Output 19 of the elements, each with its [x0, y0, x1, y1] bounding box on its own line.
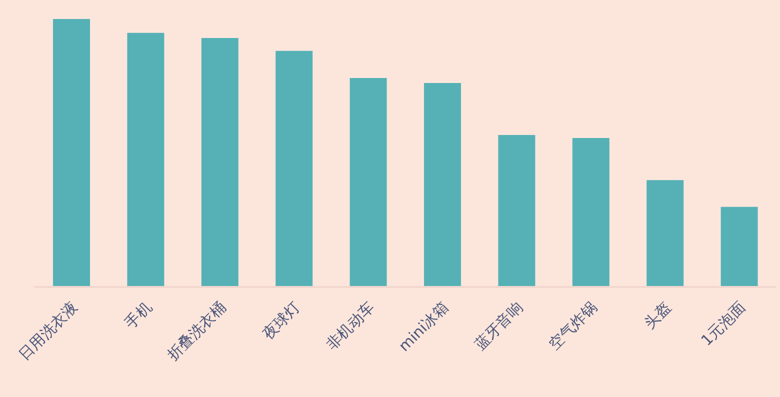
bar — [53, 19, 90, 287]
x-tick-label: 手机 — [121, 298, 156, 332]
x-tick-label: 1元泡面 — [698, 298, 749, 350]
bar — [127, 32, 164, 287]
bar — [350, 78, 387, 287]
bar — [720, 206, 758, 287]
bar — [424, 83, 461, 287]
bar — [646, 180, 684, 287]
x-tick-label: 头盔 — [640, 298, 675, 332]
bar — [201, 38, 238, 287]
bar — [498, 135, 536, 287]
bar — [572, 138, 610, 287]
bar — [276, 50, 313, 287]
x-tick-label: 空气炸锅 — [545, 298, 600, 354]
x-tick-label: 蓝牙音响 — [471, 298, 526, 354]
x-tick-label: 折叠洗衣桶 — [164, 298, 230, 364]
x-tick-label: 日用洗衣液 — [15, 298, 81, 364]
x-tick-label: 夜球灯 — [259, 298, 304, 343]
x-tick-label: 非机动车 — [322, 298, 378, 354]
